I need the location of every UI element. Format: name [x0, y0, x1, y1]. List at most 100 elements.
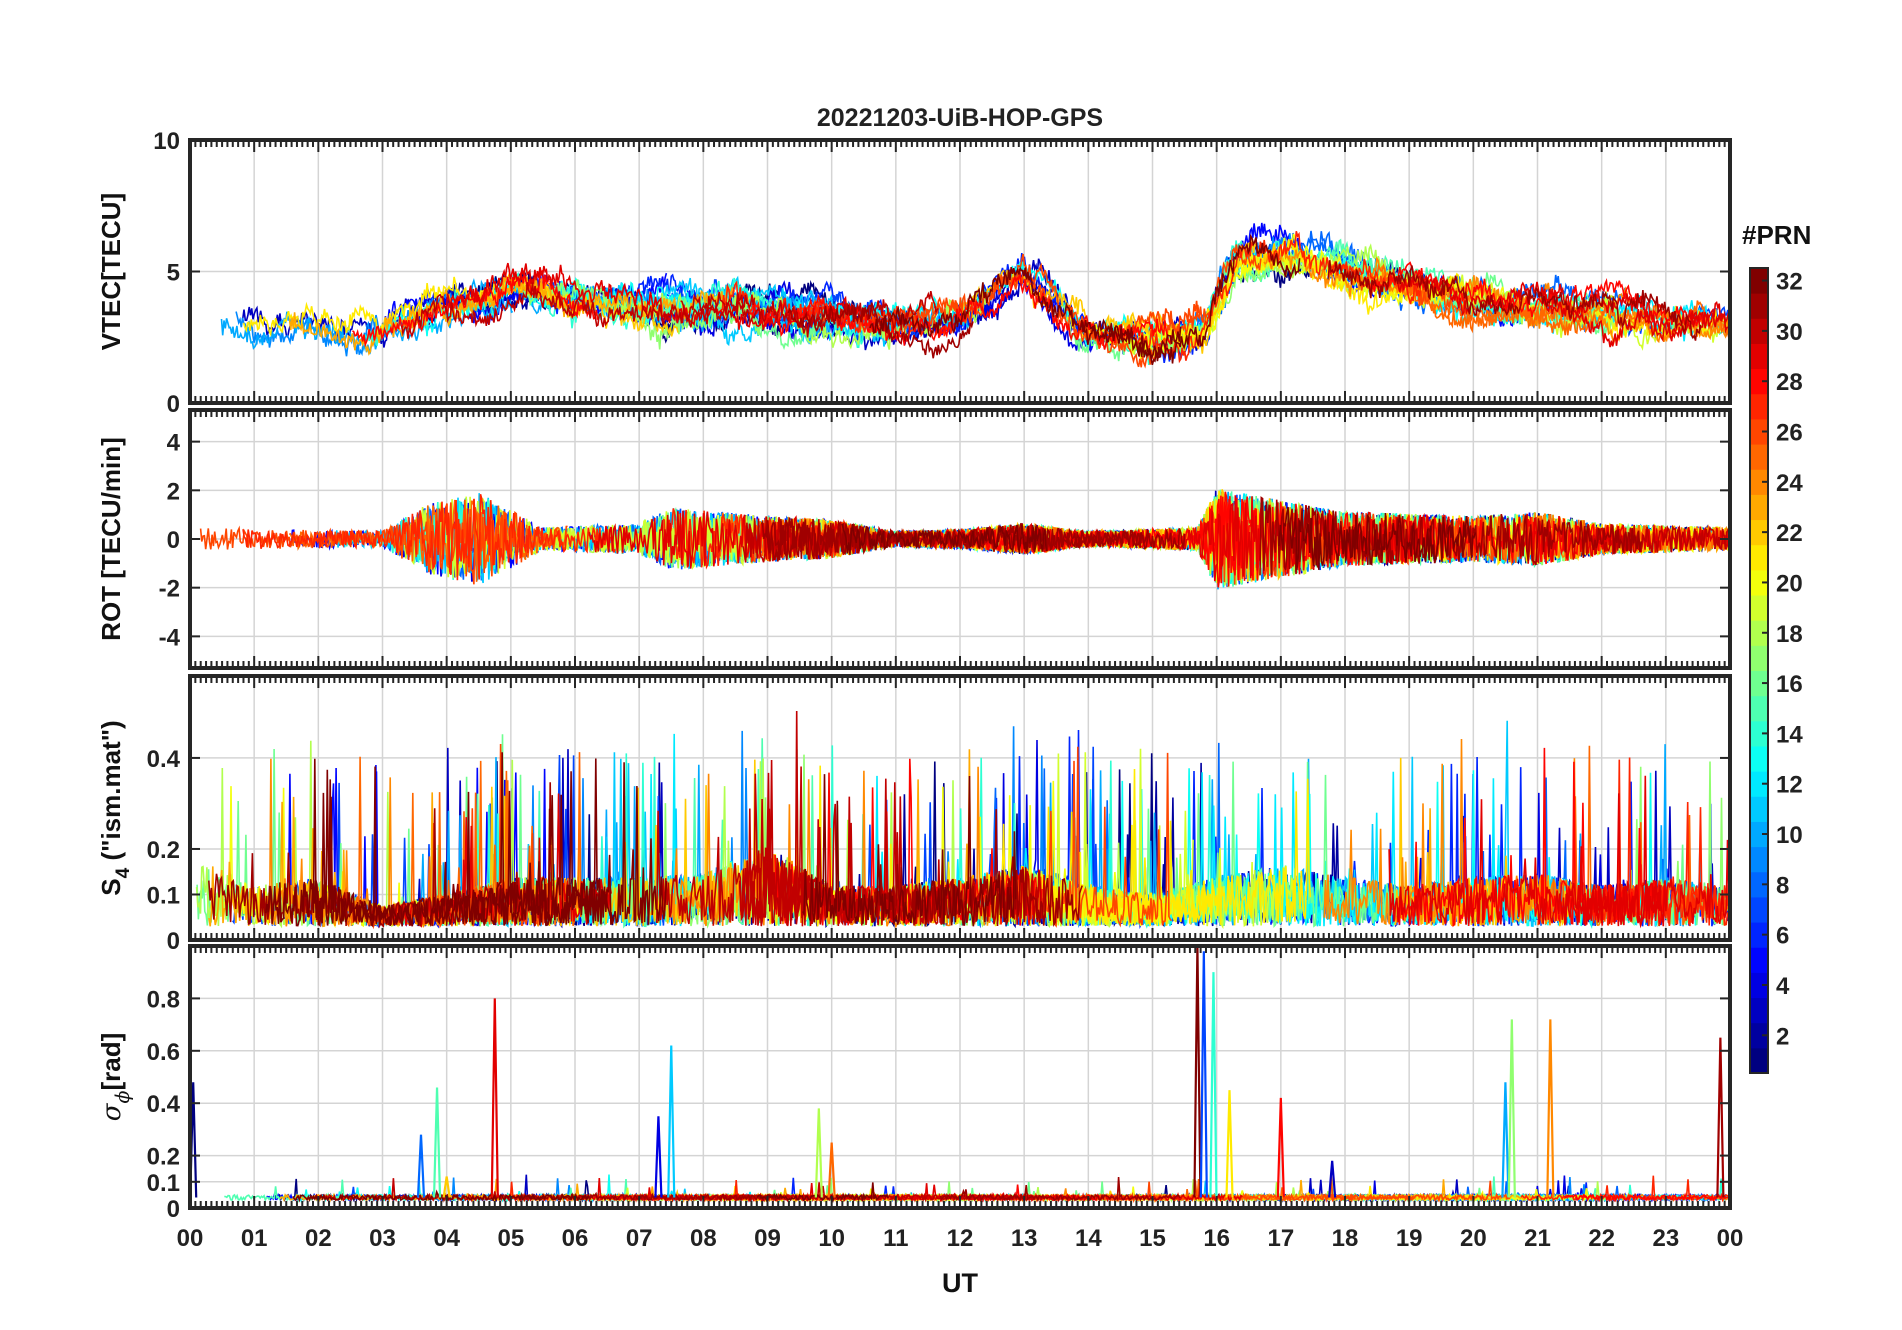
y-tick-label: 0.2	[147, 837, 180, 864]
y-tick-label: 0.1	[147, 1170, 180, 1197]
spike	[667, 1045, 676, 1198]
colorbar-swatch	[1750, 1047, 1768, 1074]
series-prn-31	[760, 517, 1186, 562]
colorbar-tick-label: 32	[1776, 269, 1803, 296]
y-tick-label: 0.1	[147, 882, 180, 909]
x-tick-label: 08	[690, 1225, 717, 1252]
colorbar-tick-label: 10	[1776, 822, 1803, 849]
series-prn-32	[292, 1189, 590, 1203]
x-tick-label: 00	[177, 1225, 204, 1252]
x-tick-label: 22	[1588, 1225, 1615, 1252]
colorbar-swatch	[1750, 972, 1768, 999]
y-tick-label: 0	[167, 1196, 180, 1223]
series-prn-32	[841, 523, 1047, 555]
colorbar-swatch	[1750, 645, 1768, 671]
series-prn-26	[1325, 1174, 1511, 1203]
colorbar-swatch	[1750, 469, 1768, 495]
spike	[1209, 972, 1218, 1198]
x-ticks	[189, 140, 1731, 403]
colorbar-swatch	[1750, 418, 1768, 445]
y-tick-label: 0.4	[147, 1091, 181, 1118]
spike	[1546, 1019, 1555, 1198]
x-ticks	[189, 676, 1731, 940]
colorbar-swatch	[1750, 1022, 1768, 1049]
colorbar-swatch	[1750, 846, 1768, 873]
series-prn-31	[873, 809, 1083, 928]
colorbar-swatch	[1750, 771, 1768, 797]
colorbar-swatch	[1750, 821, 1768, 848]
colorbar-swatch	[1750, 393, 1768, 420]
series-prn-31	[1259, 496, 1642, 576]
colorbar-swatch	[1750, 745, 1768, 772]
x-tick-label: 10	[818, 1225, 845, 1252]
colorbar-swatch	[1750, 544, 1768, 571]
chart-title: 20221203-UiB-HOP-GPS	[817, 104, 1103, 132]
y-tick-label: 0.8	[147, 986, 180, 1013]
series-prn-27	[1122, 230, 1428, 364]
y-axis-label: VTEC[TECU]	[96, 193, 126, 350]
y-tick-label: 0	[167, 391, 180, 418]
y-tick-label: 4	[167, 430, 181, 457]
x-ticks	[189, 410, 1731, 668]
colorbar-swatch	[1750, 922, 1768, 948]
x-tick-label: 16	[1203, 1225, 1230, 1252]
spike	[1328, 1160, 1337, 1198]
colorbar-tick-label: 24	[1776, 470, 1803, 497]
spike	[827, 1142, 836, 1198]
colorbar-title: #PRN	[1742, 220, 1811, 250]
series-prn-29	[441, 262, 854, 330]
panel-s4: 0 0.1 0.2 0.4 S4 ("ism.mat")	[96, 674, 1732, 955]
colorbar-swatch	[1750, 343, 1768, 370]
x-tick-label: 17	[1267, 1225, 1294, 1252]
colorbar-tick-label: 18	[1776, 621, 1803, 648]
panel-sigma_phi: 00.10.2 0.4 0.6 0.8 σϕ[rad]	[96, 944, 1732, 1223]
colorbar-tick-label: 20	[1776, 570, 1803, 597]
x-tick-label: 18	[1332, 1225, 1359, 1252]
y-tick-label: -4	[159, 624, 181, 651]
series-group	[220, 222, 1730, 369]
spike	[814, 1108, 823, 1198]
y-tick-label: 0.4	[147, 746, 181, 773]
colorbar-tick-label: 28	[1776, 369, 1803, 396]
series-prn-26	[199, 499, 568, 585]
colorbar-swatch	[1750, 268, 1768, 294]
x-tick-label: 01	[241, 1225, 268, 1252]
series-prn-28	[1563, 1192, 1729, 1203]
x-tick-label: 14	[1075, 1225, 1102, 1252]
series-prn-29	[1396, 273, 1730, 340]
x-tick-label: 13	[1011, 1225, 1038, 1252]
y-tick-label: 5	[167, 260, 180, 287]
colorbar-swatch	[1750, 595, 1768, 621]
spike	[490, 998, 499, 1198]
colorbar-swatch	[1750, 997, 1768, 1024]
colorbar-swatch	[1750, 620, 1768, 646]
x-tick-label: 00	[1717, 1225, 1744, 1252]
colorbar-tick-label: 6	[1776, 923, 1789, 950]
y-axis-label: ROT [TECU/min]	[96, 437, 126, 641]
y-tick-label: 0.6	[147, 1039, 180, 1066]
series-group	[199, 489, 1730, 590]
series-prn-31	[1327, 260, 1702, 341]
colorbar-frame	[1749, 267, 1769, 1074]
colorbar-swatch	[1750, 947, 1768, 973]
x-tick-label: 11	[883, 1225, 908, 1252]
series-prn-31	[939, 1176, 1181, 1203]
gridlines	[189, 946, 1731, 1209]
spike	[442, 1176, 451, 1198]
colorbar-swatch	[1750, 368, 1768, 395]
y-tick-label: 2	[167, 478, 180, 505]
colorbar-swatch	[1750, 494, 1768, 521]
colorbar-tick-label: 30	[1776, 319, 1803, 346]
colorbar-swatch	[1750, 871, 1768, 898]
colorbar-swatch	[1750, 569, 1768, 596]
colorbar-swatch	[1750, 796, 1768, 822]
series-prn-32	[1278, 506, 1477, 570]
series-prn-32	[1081, 233, 1301, 364]
spike	[1225, 1090, 1234, 1198]
colorbar-swatch	[1750, 293, 1768, 319]
series-group	[195, 710, 1730, 930]
colorbar-swatch	[1750, 695, 1768, 722]
